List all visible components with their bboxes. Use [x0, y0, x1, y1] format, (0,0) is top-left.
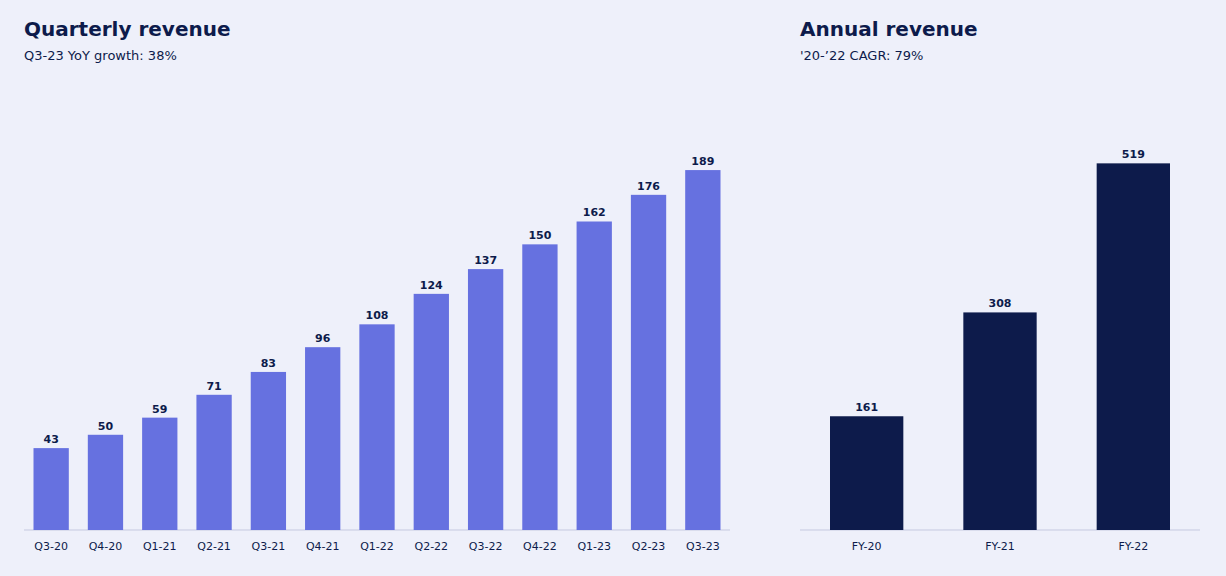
chart-svg: Quarterly revenue Q3-23 YoY growth: 38% 43…: [0, 0, 1226, 576]
tick-label: Q2-23: [632, 540, 666, 553]
data-label: 137: [474, 254, 497, 267]
bars: [34, 170, 721, 530]
bar: [34, 448, 69, 530]
bar: [577, 221, 612, 530]
chart-root: Quarterly revenue Q3-23 YoY growth: 38% 43…: [0, 0, 1226, 576]
data-label: 176: [637, 180, 660, 193]
data-label: 71: [206, 380, 221, 393]
bar: [305, 347, 340, 530]
bar: [196, 395, 231, 530]
labels: 43 50 59 71 83 96 108 124 137 150 162 176 189: [43, 155, 714, 446]
tick-label: Q4-22: [523, 540, 557, 553]
panel: Annual revenue '20-’22 CAGR: 79% 161 308 519…: [800, 17, 1200, 553]
bar: [359, 324, 394, 530]
data-label: 83: [261, 357, 276, 370]
bar: [830, 416, 903, 530]
bar: [142, 418, 177, 530]
tick-label: Q3-22: [469, 540, 503, 553]
data-label: 150: [528, 229, 551, 242]
data-label: 189: [691, 155, 714, 168]
data-label: 108: [366, 309, 389, 322]
bar: [1097, 163, 1170, 530]
data-label: 124: [420, 279, 443, 292]
bar: [414, 294, 449, 530]
data-label: 96: [315, 332, 331, 345]
tick-label: Q1-23: [577, 540, 611, 553]
tick-label: Q3-21: [252, 540, 286, 553]
data-label: 43: [43, 433, 58, 446]
subtitle: '20-’22 CAGR: 79%: [800, 48, 923, 63]
tick-label: Q2-21: [197, 540, 231, 553]
bars: [830, 163, 1170, 530]
bar: [963, 312, 1036, 530]
tick-label: Q2-22: [414, 540, 448, 553]
bar: [522, 244, 557, 530]
bar: [251, 372, 286, 530]
subtitle: Q3-23 YoY growth: 38%: [24, 48, 177, 63]
tick-label: Q1-21: [143, 540, 177, 553]
tick-label: Q4-20: [89, 540, 123, 553]
tick-label: Q3-20: [34, 540, 68, 553]
bar: [468, 269, 503, 530]
data-label: 50: [98, 420, 114, 433]
data-label: 59: [152, 403, 167, 416]
tick-label: FY-22: [1118, 540, 1148, 553]
title: Quarterly revenue: [24, 17, 231, 41]
bar: [685, 170, 720, 530]
tick-label: FY-21: [985, 540, 1015, 553]
data-label: 308: [989, 297, 1012, 310]
labels: 161 308 519: [855, 148, 1145, 414]
bar: [88, 435, 123, 530]
bar: [631, 195, 666, 530]
data-label: 161: [855, 401, 878, 414]
title: Annual revenue: [800, 17, 978, 41]
panel: Quarterly revenue Q3-23 YoY growth: 38% 43…: [24, 17, 730, 553]
tick-label: Q1-22: [360, 540, 394, 553]
data-label: 162: [583, 206, 606, 219]
tick-label: Q4-21: [306, 540, 340, 553]
data-label: 519: [1122, 148, 1145, 161]
tick-label: Q3-23: [686, 540, 720, 553]
tick-label: FY-20: [852, 540, 882, 553]
